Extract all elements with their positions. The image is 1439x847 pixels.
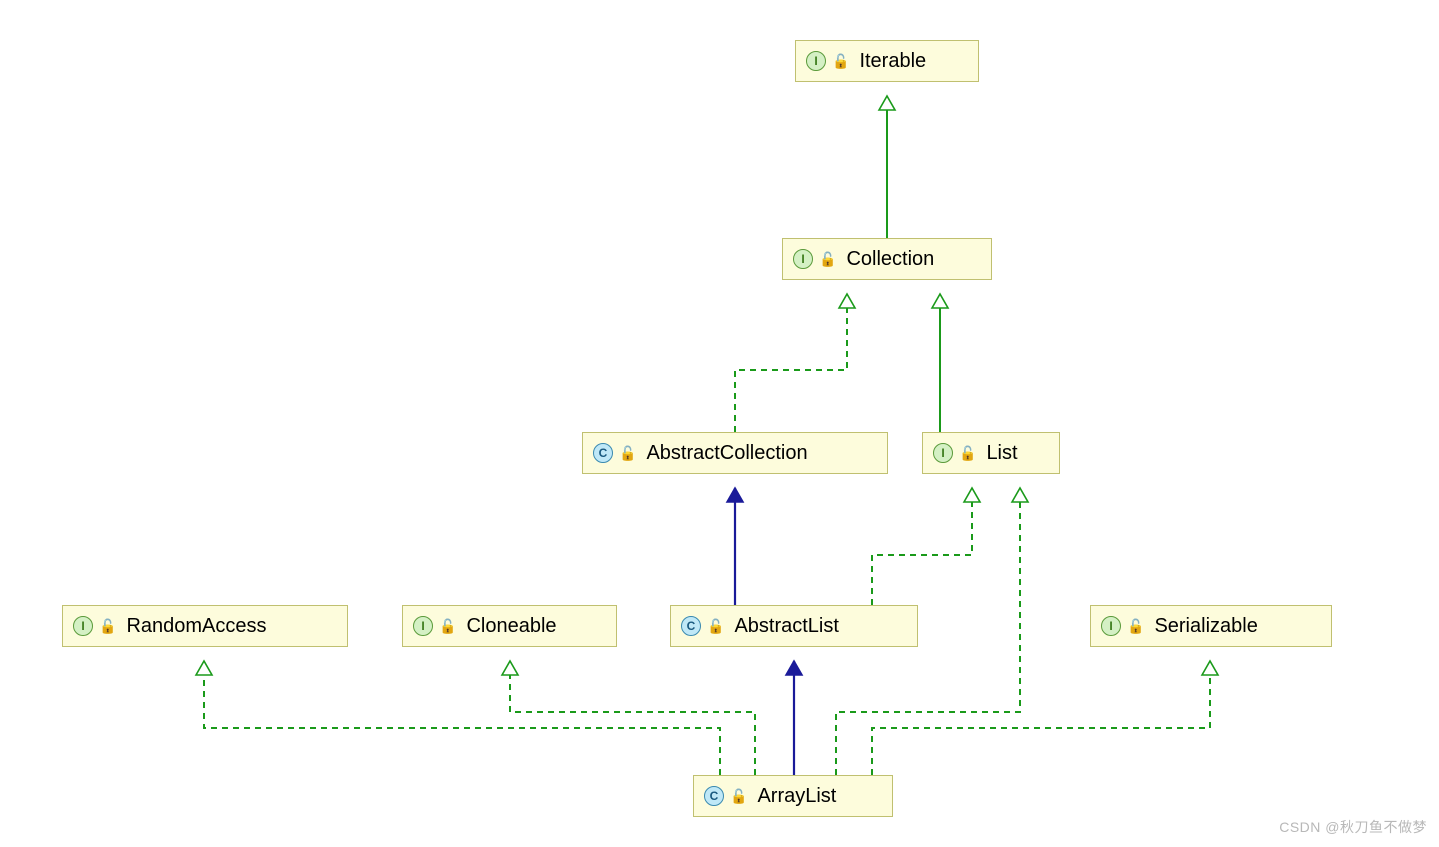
node-cloneable: I 🔓 Cloneable <box>402 605 617 647</box>
node-abstractlist: C 🔓 AbstractList <box>670 605 918 647</box>
class-icon: C <box>593 443 613 463</box>
node-label: ArrayList <box>757 785 836 808</box>
watermark: CSDN @秋刀鱼不做梦 <box>1279 817 1427 837</box>
arrowhead <box>839 294 855 308</box>
lock-icon: 🔓 <box>1127 619 1144 633</box>
node-list: I 🔓 List <box>922 432 1060 474</box>
arrowhead <box>502 661 518 675</box>
arrowhead <box>964 488 980 502</box>
edge-abscoll-collection <box>735 294 847 432</box>
node-label: RandomAccess <box>126 615 266 638</box>
node-abstractcollection: C 🔓 AbstractCollection <box>582 432 888 474</box>
lock-icon: 🔓 <box>959 446 976 460</box>
edges-layer <box>0 0 1439 847</box>
class-icon: C <box>704 786 724 806</box>
lock-icon: 🔓 <box>707 619 724 633</box>
node-label: AbstractList <box>734 615 838 638</box>
node-label: List <box>986 442 1017 465</box>
interface-icon: I <box>413 616 433 636</box>
lock-icon: 🔓 <box>819 252 836 266</box>
arrowhead <box>1202 661 1218 675</box>
node-label: Cloneable <box>466 615 556 638</box>
class-icon: C <box>681 616 701 636</box>
node-serializable: I 🔓 Serializable <box>1090 605 1332 647</box>
lock-icon: 🔓 <box>832 54 849 68</box>
arrowhead <box>727 488 743 502</box>
node-iterable: I 🔓 Iterable <box>795 40 979 82</box>
edge-arraylist-serializable <box>872 661 1210 775</box>
interface-icon: I <box>793 249 813 269</box>
edge-abslist-list <box>872 488 972 605</box>
lock-icon: 🔓 <box>730 789 747 803</box>
node-randomaccess: I 🔓 RandomAccess <box>62 605 348 647</box>
node-arraylist: C 🔓 ArrayList <box>693 775 893 817</box>
arrowhead <box>1012 488 1028 502</box>
node-label: Iterable <box>859 50 926 73</box>
lock-icon: 🔓 <box>99 619 116 633</box>
interface-icon: I <box>1101 616 1121 636</box>
edge-arraylist-randomaccess <box>204 661 720 775</box>
arrowhead <box>196 661 212 675</box>
node-label: Serializable <box>1154 615 1257 638</box>
arrowhead <box>879 96 895 110</box>
edge-arraylist-cloneable <box>510 661 755 775</box>
node-label: AbstractCollection <box>646 442 807 465</box>
lock-icon: 🔓 <box>619 446 636 460</box>
interface-icon: I <box>73 616 93 636</box>
lock-icon: 🔓 <box>439 619 456 633</box>
interface-icon: I <box>806 51 826 71</box>
class-hierarchy-diagram: I 🔓 Iterable I 🔓 Collection C 🔓 AbstractCollec… <box>0 0 1439 847</box>
arrowhead <box>932 294 948 308</box>
node-label: Collection <box>846 248 934 271</box>
arrowhead <box>786 661 802 675</box>
node-collection: I 🔓 Collection <box>782 238 992 280</box>
interface-icon: I <box>933 443 953 463</box>
